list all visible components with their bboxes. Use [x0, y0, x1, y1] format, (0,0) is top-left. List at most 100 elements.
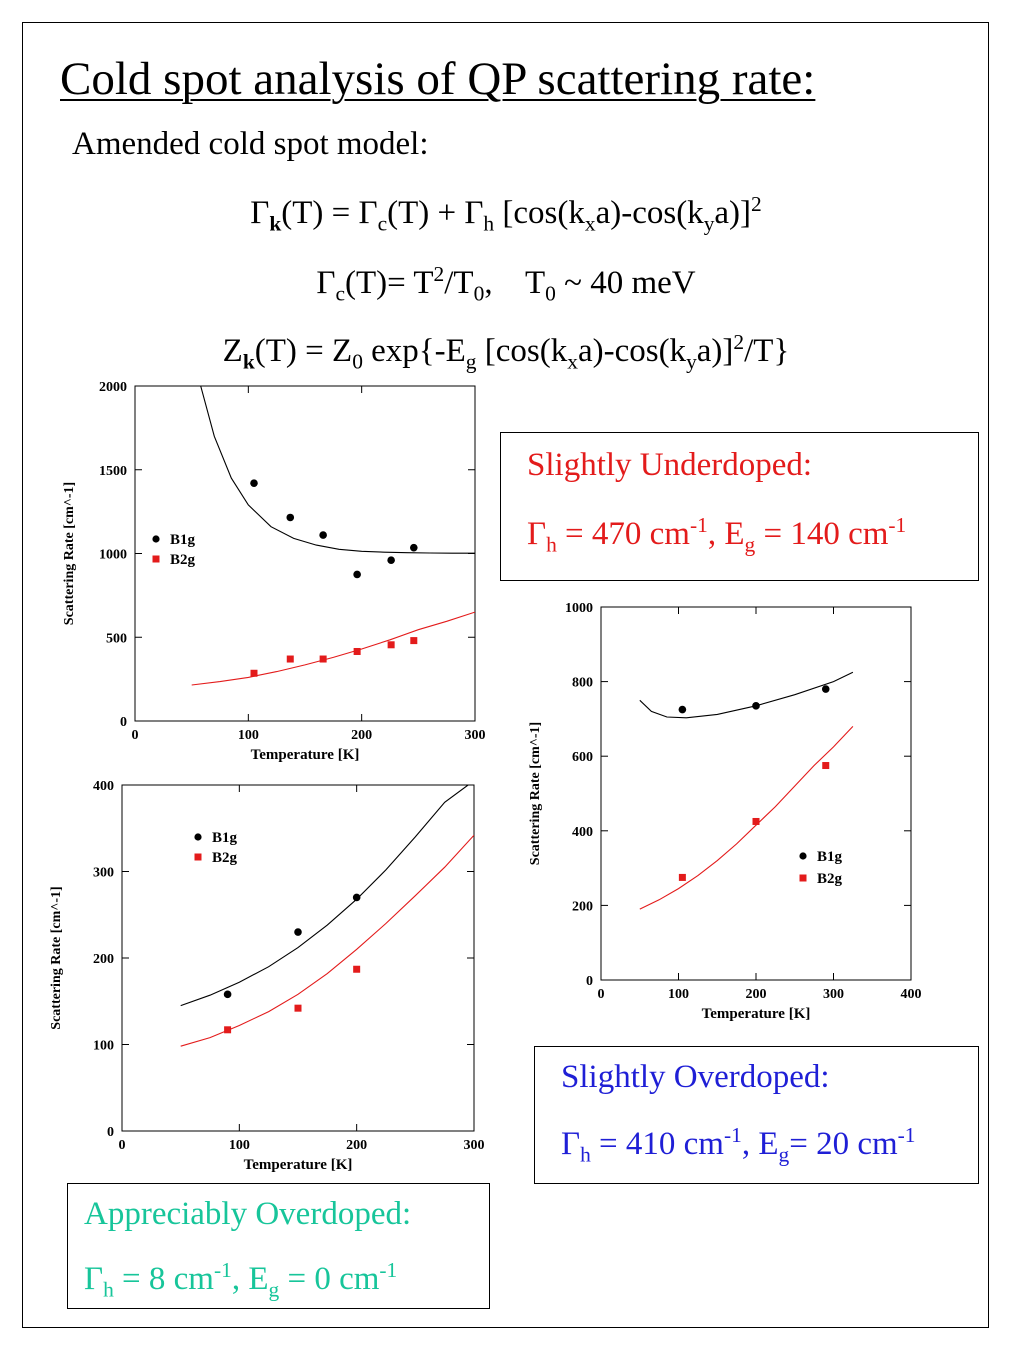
equation-z-k: Zk(T) = Z0 exp{-Eg [cos(kxa)-cos(kya)]2/…: [222, 330, 790, 374]
y-tick-label: 1000: [565, 601, 593, 616]
underdoped-params: Γh = 470 cm-1, Eg = 140 cm-1: [527, 513, 907, 557]
slide-frame: [22, 22, 989, 1328]
fit-curve-b2g: [180, 834, 474, 1047]
x-tick-label: 300: [465, 728, 486, 743]
legend-label-b2g: B2g: [170, 552, 196, 568]
data-point-b1g: [678, 705, 687, 714]
y-tick-label: 400: [572, 825, 593, 840]
data-point-b2g: [678, 873, 686, 881]
series-b2g: [180, 834, 474, 1047]
x-tick-label: 400: [901, 987, 922, 1002]
series-b2g: [639, 726, 854, 910]
y-tick-label: 200: [572, 899, 593, 914]
x-tick-label: 100: [668, 987, 689, 1002]
data-point-b1g: [294, 928, 302, 936]
data-point-b2g: [353, 965, 361, 973]
legend-label-b2g: B2g: [817, 871, 843, 887]
x-axis-label: Temperature [K]: [702, 1006, 811, 1022]
data-point-b1g: [319, 531, 327, 539]
overdoped-params: Γh = 410 cm-1, Eg= 20 cm-1: [561, 1123, 916, 1167]
legend-marker-b1g: [152, 535, 160, 543]
y-tick-label: 300: [93, 866, 114, 881]
legend-label-b1g: B1g: [212, 830, 238, 846]
y-axis-label: Scattering Rate [cm^-1]: [528, 722, 543, 865]
data-point-b2g: [353, 647, 361, 655]
y-tick-label: 0: [586, 974, 593, 989]
x-tick-label: 200: [746, 987, 767, 1002]
page-title: Cold spot analysis of QP scattering rate…: [60, 53, 816, 105]
plot-frame: [600, 606, 912, 981]
fit-curve-b2g: [191, 611, 475, 686]
legend-label-b1g: B1g: [817, 849, 843, 865]
legend-marker-b2g: [152, 555, 160, 563]
fit-curve-b1g: [639, 671, 854, 719]
data-point-b1g: [821, 685, 830, 693]
overdoped-box: Slightly Overdoped: Γh = 410 cm-1, Eg= 2…: [534, 1046, 979, 1184]
series-b2g: [191, 611, 475, 686]
data-point-b2g: [410, 637, 418, 645]
series-b1g: [639, 671, 854, 719]
legend-label-b2g: B2g: [212, 850, 238, 866]
equation-gamma-c: Γc(T)= T2/T0, T0 ~ 40 meV: [316, 262, 696, 306]
y-axis-label: Scattering Rate [cm^-1]: [62, 482, 77, 625]
data-point-b1g: [286, 513, 295, 522]
x-tick-label: 300: [823, 987, 844, 1002]
series-b1g: [200, 386, 475, 579]
data-point-b2g: [752, 817, 760, 825]
data-point-b2g: [319, 655, 327, 663]
y-tick-label: 1000: [99, 548, 127, 563]
x-tick-label: 0: [598, 987, 605, 1002]
plot-frame: [121, 784, 475, 1132]
series-b1g: [180, 785, 469, 1007]
legend-label-b1g: B1g: [170, 532, 196, 548]
overdoped-heading: Slightly Overdoped:: [561, 1059, 830, 1095]
chart-slightly-overdoped: 0 100 200 300 400 0 200 400 600 800 1000 Temperatur…: [528, 601, 922, 1022]
appreciably-overdoped-box: Appreciably Overdoped: Γh = 8 cm-1, Eg =…: [67, 1183, 490, 1309]
appreciably-params: Γh = 8 cm-1, Eg = 0 cm-1: [84, 1258, 398, 1302]
data-point-b1g: [387, 556, 395, 564]
equation-gamma-k: Γk(T) = Γc(T) + Γh [cos(kxa)-cos(kya)]2: [250, 192, 762, 236]
y-tick-label: 600: [572, 750, 593, 765]
x-tick-label: 300: [464, 1138, 485, 1153]
legend-marker-b1g: [799, 852, 807, 860]
y-tick-label: 0: [107, 1125, 114, 1140]
appreciably-heading: Appreciably Overdoped:: [84, 1196, 412, 1232]
y-tick-label: 400: [93, 779, 114, 794]
y-tick-label: 1500: [99, 464, 127, 479]
chart-underdoped: 0 100 200 300 0 500 1000 1500 2000 Temperature [K…: [62, 380, 486, 763]
x-tick-label: 100: [238, 728, 259, 743]
page-subtitle: Amended cold spot model:: [72, 126, 429, 162]
y-axis-label: Scattering Rate [cm^-1]: [49, 886, 64, 1029]
data-point-b1g: [410, 543, 418, 552]
y-tick-label: 0: [120, 715, 127, 730]
data-point-b2g: [224, 1026, 232, 1034]
x-tick-label: 100: [229, 1138, 250, 1153]
y-tick-label: 200: [93, 952, 114, 967]
underdoped-heading: Slightly Underdoped:: [527, 447, 813, 483]
x-tick-label: 200: [346, 1138, 367, 1153]
data-point-b2g: [286, 655, 294, 663]
data-point-b1g: [353, 570, 361, 579]
fit-curve-b1g: [200, 386, 475, 554]
data-point-b1g: [223, 990, 232, 999]
y-tick-label: 500: [106, 631, 127, 646]
underdoped-box: Slightly Underdoped: Γh = 470 cm-1, Eg =…: [500, 432, 979, 581]
x-tick-label: 0: [119, 1138, 126, 1153]
data-point-b1g: [352, 893, 361, 902]
data-point-b2g: [387, 641, 395, 649]
legend-marker-b2g: [194, 853, 202, 861]
data-point-b2g: [250, 669, 258, 677]
y-tick-label: 100: [93, 1039, 114, 1054]
x-axis-label: Temperature [K]: [251, 747, 360, 763]
chart-appreciably-overdoped: 0 100 200 300 0 100 200 300 400 Temperature [K] Sc…: [49, 779, 485, 1173]
y-tick-label: 2000: [99, 380, 127, 395]
data-point-b2g: [294, 1004, 302, 1012]
x-tick-label: 0: [132, 728, 139, 743]
data-point-b1g: [250, 479, 258, 487]
x-tick-label: 200: [351, 728, 372, 743]
x-axis-label: Temperature [K]: [244, 1157, 353, 1173]
data-point-b1g: [752, 702, 760, 710]
legend-marker-b1g: [194, 833, 202, 841]
legend-marker-b2g: [799, 874, 807, 882]
fit-curve-b1g: [180, 785, 469, 1007]
